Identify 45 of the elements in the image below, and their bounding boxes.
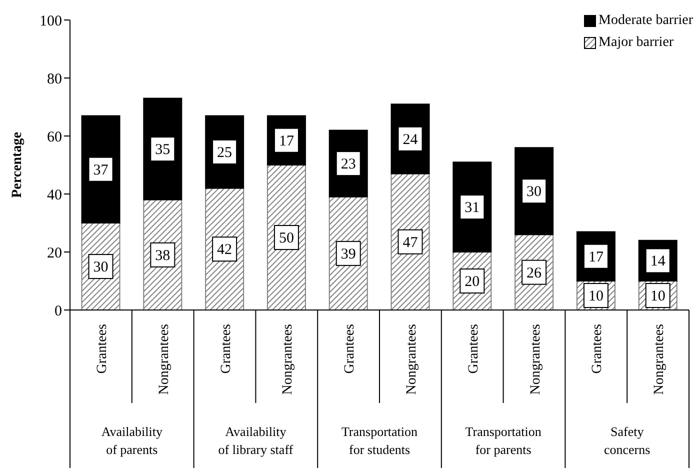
y-axis-title: Percentage [10,132,25,198]
x-tick-label: Nongrantees [652,324,668,395]
data-label: 35 [155,142,170,158]
y-tick-label: 0 [54,303,62,320]
data-label: 50 [278,230,294,246]
data-label: 31 [464,200,480,216]
data-label: 10 [650,288,666,304]
data-label: 30 [93,260,108,276]
text: Safety concerns [604,424,650,457]
data-label: 42 [217,242,232,258]
x-tick-label: Nongrantees [156,324,172,395]
data-label: 37 [93,162,109,178]
x-tick-label: Grantees [590,324,606,374]
data-label: 20 [464,274,480,290]
data-label: 26 [526,265,542,282]
data-label: 14 [650,254,666,270]
y-tick-label: 80 [47,71,62,88]
data-label: 17 [588,249,604,266]
y-tick-label: 40 [47,187,62,204]
data-label: 30 [526,184,542,200]
text: Availability of library staff [218,424,294,457]
data-label: 10 [588,288,604,304]
y-tick-label: 20 [47,245,62,262]
x-tick-label: Grantees [466,324,482,374]
data-label: 39 [340,246,356,262]
x-tick-label: Nongrantees [528,324,544,395]
x-tick-label: Nongrantees [404,324,420,395]
text: Transportation for parents [465,424,542,457]
data-label: 38 [155,248,170,264]
legend-label: Major barrier [598,34,674,52]
x-tick-label: Nongrantees [280,324,296,395]
bar [266,164,306,310]
text: Availability of parents [101,424,163,457]
data-label: 17 [278,133,294,150]
y-tick-label: 60 [47,129,62,146]
x-tick-label: Grantees [342,324,358,374]
x-tick-label: Grantees [94,324,110,374]
y-tick-label: 100 [40,13,62,30]
data-label: 23 [340,156,356,173]
data-label: 47 [402,234,418,251]
x-tick-label: Grantees [218,324,234,374]
text: Transportation for students [341,424,418,457]
legend-label: Moderate barrier [598,12,693,30]
data-label: 24 [402,132,418,148]
data-label: 25 [217,144,232,161]
